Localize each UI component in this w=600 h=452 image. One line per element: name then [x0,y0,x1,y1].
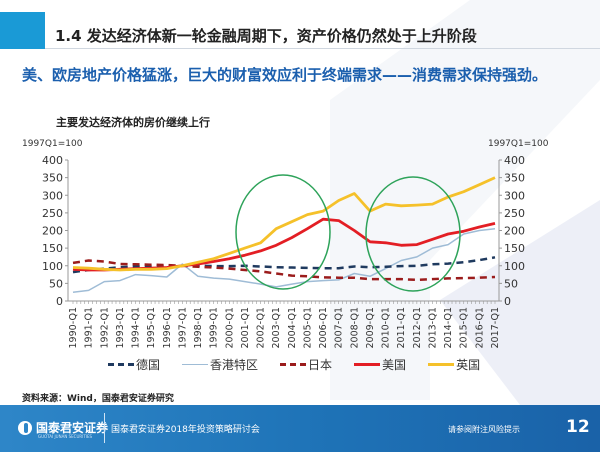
x-tick-label: 2009-Q1 [365,307,376,348]
slide-subtitle: 美、欧房地产价格猛涨，巨大的财富效应利于终端需求——消费需求保持强劲。 [22,66,548,84]
left-y-tick-label: 150 [42,242,63,255]
footer-bar: 国泰君安证券 GUOTAI JUNAN SECURITIES 国泰君安证券201… [0,405,600,452]
x-tick-label: 1995-Q1 [146,307,157,348]
page-title: 1.4 发达经济体新一轮金融周期下，资产价格仍然处于上升阶段 [55,27,477,45]
data-source: 资料来源：Wind，国泰君安证券研究 [22,394,174,404]
legend-swatch [280,363,307,366]
x-tick-label: 2005-Q1 [302,307,313,348]
x-tick-label: 2017-Q1 [490,307,501,348]
legend-label: 德国 [136,358,161,372]
legend-swatch [108,363,134,366]
right-y-tick-label: 300 [504,189,525,202]
right-y-tick-label: 100 [504,260,525,273]
chart-title: 主要发达经济体的房价继续上行 [56,116,210,129]
legend-label: 英国 [456,358,481,372]
x-tick-label: 1998-Q1 [193,307,204,348]
legend-swatch [428,363,455,366]
series-line-1 [72,227,496,293]
x-tick-label: 1993-Q1 [115,307,126,348]
header-accent [0,12,45,49]
series-line-3 [72,217,496,272]
right-y-tick-label: 200 [504,225,525,238]
right-y-tick-label: 0 [504,295,511,308]
series-line-0 [72,256,496,274]
x-tick-label: 1990-Q1 [68,307,79,348]
x-tick-label: 2016-Q1 [474,307,485,348]
logo-icon [18,420,32,435]
x-tick-label: 2014-Q1 [443,307,454,348]
legend-swatch [354,363,381,366]
legend-item: 德国 [108,356,160,373]
chart-legend: 德国 香港特区 日本 美国 英国 [108,356,480,373]
right-y-tick-label: 150 [504,242,525,255]
x-tick-label: 2012-Q1 [412,307,423,348]
risk-disclaimer: 请参阅附注风险提示 [448,425,520,434]
highlight-ellipse-2009-2014 [365,176,461,292]
right-y-tick-label: 400 [504,154,525,167]
x-tick-label: 1999-Q1 [209,307,220,348]
x-tick-label: 2003-Q1 [271,307,282,348]
x-tick-label: 2010-Q1 [381,307,392,348]
conference-name: 国泰君安证券2018年投资策略研讨会 [111,425,260,435]
x-tick-label: 2015-Q1 [459,307,470,348]
highlight-ellipse-2001-2006 [235,174,331,290]
left-y-tick-label: 200 [42,225,63,238]
right-axis-unit: 1997Q1=100 [488,139,549,149]
legend-item: 英国 [428,356,480,373]
page-number: 12 [566,417,590,437]
left-y-tick-label: 350 [42,172,63,185]
series-line-4 [72,176,496,272]
legend-item: 日本 [280,356,332,373]
left-y-tick-label: 0 [56,295,63,308]
header-divider [45,48,600,49]
right-y-tick-label: 50 [504,277,518,290]
legend-swatch [182,364,209,365]
right-y-tick-label: 350 [504,172,525,185]
left-y-tick-label: 100 [42,260,63,273]
x-tick-label: 2013-Q1 [427,307,438,348]
left-y-tick-label: 250 [42,207,63,220]
legend-label: 美国 [382,358,407,372]
left-axis-unit: 1997Q1=100 [22,139,83,149]
x-tick-label: 2004-Q1 [287,307,298,348]
company-logo: 国泰君安证券 [18,419,108,436]
house-price-chart: 0 0 50 50 100 100 150 150 200 200 250 250 300 300 350 3… [42,154,525,348]
x-tick-label: 1992-Q1 [99,307,110,348]
logo-subtext: GUOTAI JUNAN SECURITIES [38,434,93,439]
x-tick-label: 2006-Q1 [318,307,329,348]
x-tick-label: 2002-Q1 [256,307,267,348]
x-tick-label: 2000-Q1 [224,307,235,348]
x-tick-label: 2001-Q1 [240,307,251,348]
series-line-2 [72,259,496,282]
x-tick-label: 1991-Q1 [84,307,95,348]
left-y-tick-label: 300 [42,189,63,202]
x-tick-label: 2008-Q1 [349,307,360,348]
logo-text: 国泰君安证券 [36,421,109,435]
legend-label: 日本 [308,358,333,372]
left-y-tick-label: 50 [49,277,63,290]
footer-divider [104,413,105,443]
x-tick-label: 2011-Q1 [396,307,407,348]
x-tick-label: 1997-Q1 [177,307,188,348]
legend-item: 香港特区 [182,356,258,373]
x-tick-label: 1994-Q1 [131,307,142,348]
right-y-tick-label: 250 [504,207,525,220]
x-tick-label: 2007-Q1 [334,307,345,348]
legend-label: 香港特区 [210,358,259,372]
left-y-tick-label: 400 [42,154,63,167]
x-tick-label: 1996-Q1 [162,307,173,348]
legend-item: 美国 [354,356,406,373]
